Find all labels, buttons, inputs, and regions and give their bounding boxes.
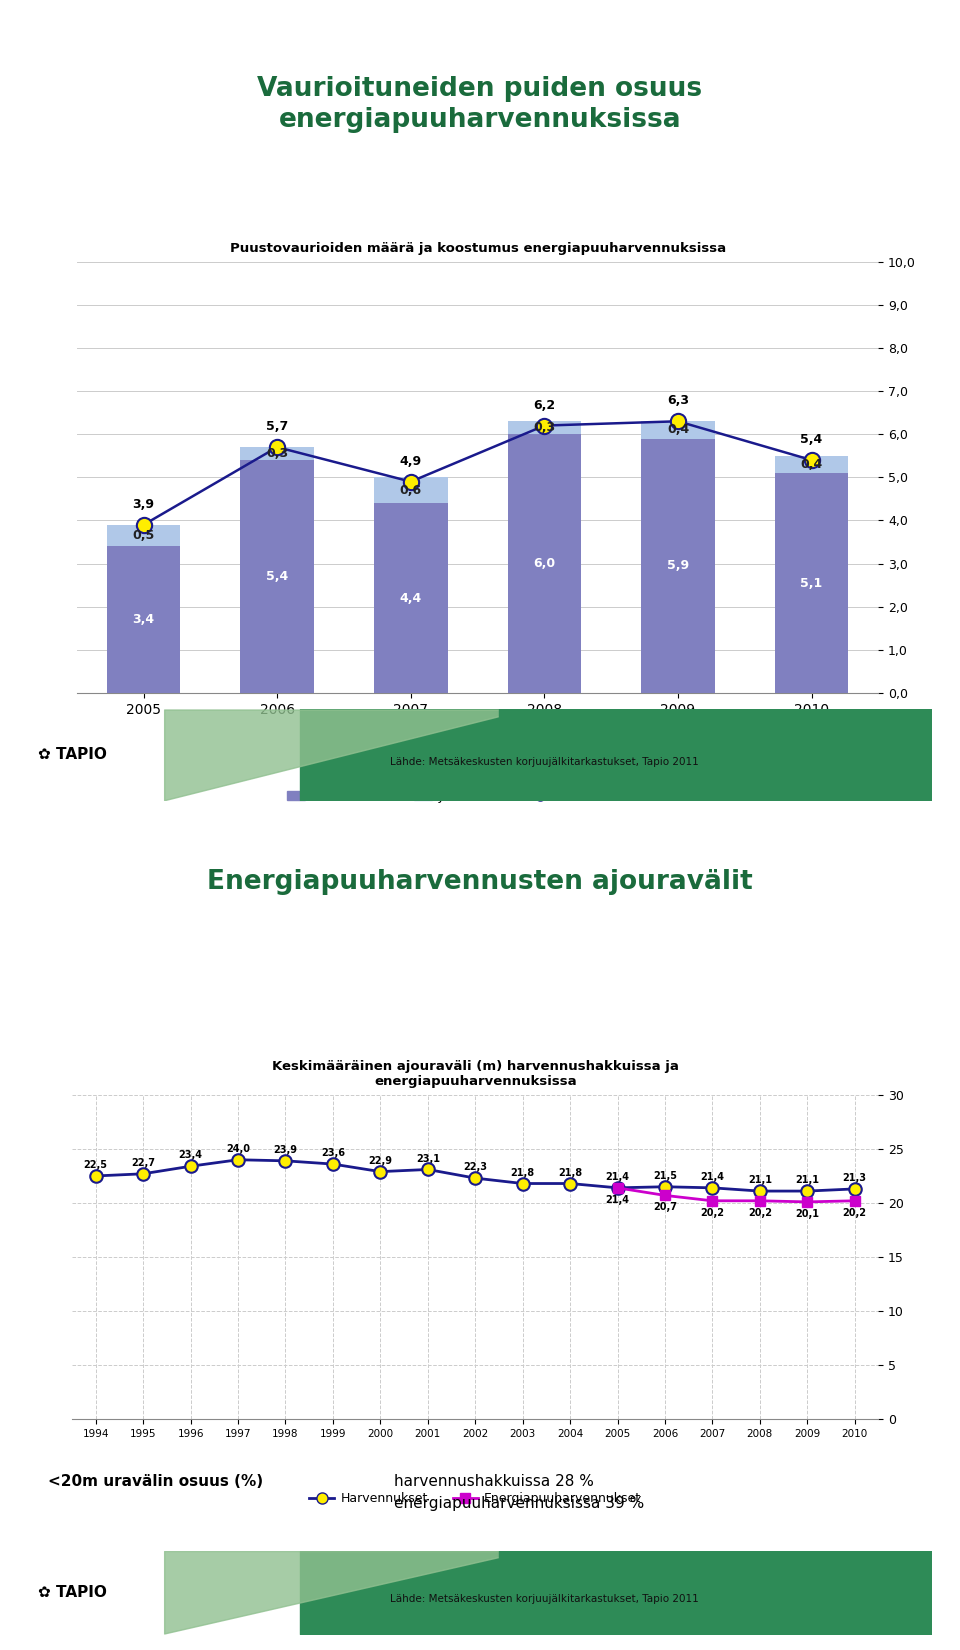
Text: 21,8: 21,8 — [558, 1168, 582, 1178]
Line: Harvennukset: Harvennukset — [89, 1153, 861, 1198]
Energiapuuharvennukset — [660, 1185, 671, 1204]
Text: 0,3: 0,3 — [534, 421, 556, 434]
Text: 0,6: 0,6 — [399, 483, 421, 497]
Text: 22,3: 22,3 — [463, 1162, 487, 1172]
Bar — [508, 434, 581, 693]
Harvennukset — [802, 1181, 813, 1201]
Harvennukset — [469, 1168, 481, 1188]
Text: 4,9: 4,9 — [399, 455, 421, 469]
Text: 21,4: 21,4 — [606, 1195, 630, 1204]
Text: 3,9: 3,9 — [132, 498, 155, 512]
Harvennukset — [422, 1160, 434, 1180]
Text: <20m uravälin osuus (%): <20m uravälin osuus (%) — [48, 1473, 263, 1488]
Harvennukset — [516, 1173, 528, 1193]
Text: Lähde: Metsäkeskusten korjuujälkitarkastukset, Tapio 2011: Lähde: Metsäkeskusten korjuujälkitarkast… — [390, 1594, 699, 1604]
Harvennukset — [849, 1180, 860, 1200]
Text: 23,1: 23,1 — [416, 1153, 440, 1163]
Text: Energiapuuharvennusten ajouravälit: Energiapuuharvennusten ajouravälit — [207, 870, 753, 896]
Title: Keskimääräinen ajouraväli (m) harvennushakkuissa ja
energiapuuharvennuksissa: Keskimääräinen ajouraväli (m) harvennush… — [272, 1061, 679, 1089]
Text: 20,2: 20,2 — [748, 1208, 772, 1218]
Text: ✿ TAPIO: ✿ TAPIO — [38, 747, 108, 762]
Harvennukset — [232, 1150, 244, 1170]
Energiapuuharvennukset — [849, 1191, 860, 1211]
Text: 5,4: 5,4 — [801, 434, 823, 446]
Bar — [240, 460, 314, 693]
Text: 23,4: 23,4 — [179, 1150, 203, 1160]
Bar — [775, 455, 849, 474]
Text: ✿ TAPIO: ✿ TAPIO — [38, 1584, 108, 1600]
Energiapuuharvennukset — [612, 1178, 623, 1198]
Text: 0,5: 0,5 — [132, 530, 155, 543]
Bar — [641, 421, 715, 439]
Text: Lähde: Metsäkeskusten korjuujälkitarkastukset, Tapio 2011: Lähde: Metsäkeskusten korjuujälkitarkast… — [390, 757, 699, 767]
Bar — [107, 525, 180, 546]
Text: 24,0: 24,0 — [226, 1143, 250, 1153]
Text: harvennushakkuissa 28 %
energiapuuharvennuksissa 39 %: harvennushakkuissa 28 % energiapuuharven… — [394, 1473, 644, 1511]
Title: Puustovaurioiden määrä ja koostumus energiapuuharvennuksissa: Puustovaurioiden määrä ja koostumus ener… — [229, 243, 726, 256]
Text: 21,3: 21,3 — [843, 1173, 867, 1183]
Text: 21,1: 21,1 — [748, 1175, 772, 1185]
Text: 0,4: 0,4 — [667, 424, 689, 436]
Harvennukset — [660, 1176, 671, 1196]
Text: 20,7: 20,7 — [653, 1203, 677, 1213]
Text: 5,4: 5,4 — [266, 569, 288, 582]
Bar — [107, 546, 180, 693]
Text: 21,1: 21,1 — [795, 1175, 819, 1185]
Harvennukset — [374, 1162, 386, 1181]
Text: 23,9: 23,9 — [274, 1145, 298, 1155]
Text: 22,7: 22,7 — [132, 1158, 156, 1168]
Harvennukset — [707, 1178, 718, 1198]
Text: 22,9: 22,9 — [369, 1155, 393, 1165]
Bar — [775, 474, 849, 693]
Text: 6,2: 6,2 — [534, 399, 556, 412]
Energiapuuharvennukset — [802, 1191, 813, 1211]
Text: 3,4: 3,4 — [132, 614, 155, 627]
Line: Energiapuuharvennukset: Energiapuuharvennukset — [612, 1183, 859, 1206]
Harvennukset — [90, 1167, 102, 1186]
Text: 21,4: 21,4 — [701, 1172, 725, 1181]
Text: 21,4: 21,4 — [606, 1172, 630, 1181]
Text: 6,3: 6,3 — [667, 394, 689, 408]
Harvennukset — [754, 1181, 765, 1201]
Harvennukset — [564, 1173, 576, 1193]
Text: 22,5: 22,5 — [84, 1160, 108, 1170]
Bar — [508, 421, 581, 434]
Energiapuuharvennukset — [754, 1191, 765, 1211]
Text: 6,0: 6,0 — [534, 558, 556, 571]
Text: 20,2: 20,2 — [843, 1208, 867, 1218]
Text: 0,4: 0,4 — [801, 459, 823, 470]
Bar — [374, 477, 447, 503]
Harvennukset — [137, 1163, 149, 1183]
Text: 4,4: 4,4 — [399, 592, 422, 604]
Text: 0,3: 0,3 — [266, 447, 288, 460]
Bar — [240, 447, 314, 460]
Text: Vaurioituneiden puiden osuus
energiapuuharvennuksissa: Vaurioituneiden puiden osuus energiapuuh… — [257, 76, 703, 132]
Energiapuuharvennukset — [707, 1191, 718, 1211]
Bar — [641, 439, 715, 693]
Text: 5,9: 5,9 — [667, 559, 689, 573]
Text: 20,2: 20,2 — [701, 1208, 725, 1218]
Harvennukset — [185, 1157, 197, 1176]
Legend: Runkovaurio%, Juurivaurio%, Yhteensä vaurio%: Runkovaurio%, Juurivaurio%, Yhteensä vau… — [281, 784, 674, 807]
Text: 5,7: 5,7 — [266, 421, 288, 434]
Legend: Harvennukset, Energiapuuharvennukset: Harvennukset, Energiapuuharvennukset — [304, 1487, 646, 1510]
Harvennukset — [279, 1152, 291, 1171]
Text: 20,1: 20,1 — [795, 1209, 819, 1219]
Bar — [374, 503, 447, 693]
Harvennukset — [612, 1178, 623, 1198]
Text: 21,8: 21,8 — [511, 1168, 535, 1178]
Harvennukset — [327, 1153, 339, 1173]
Text: 21,5: 21,5 — [653, 1172, 677, 1181]
Text: 5,1: 5,1 — [801, 576, 823, 589]
Text: 23,6: 23,6 — [321, 1148, 345, 1158]
